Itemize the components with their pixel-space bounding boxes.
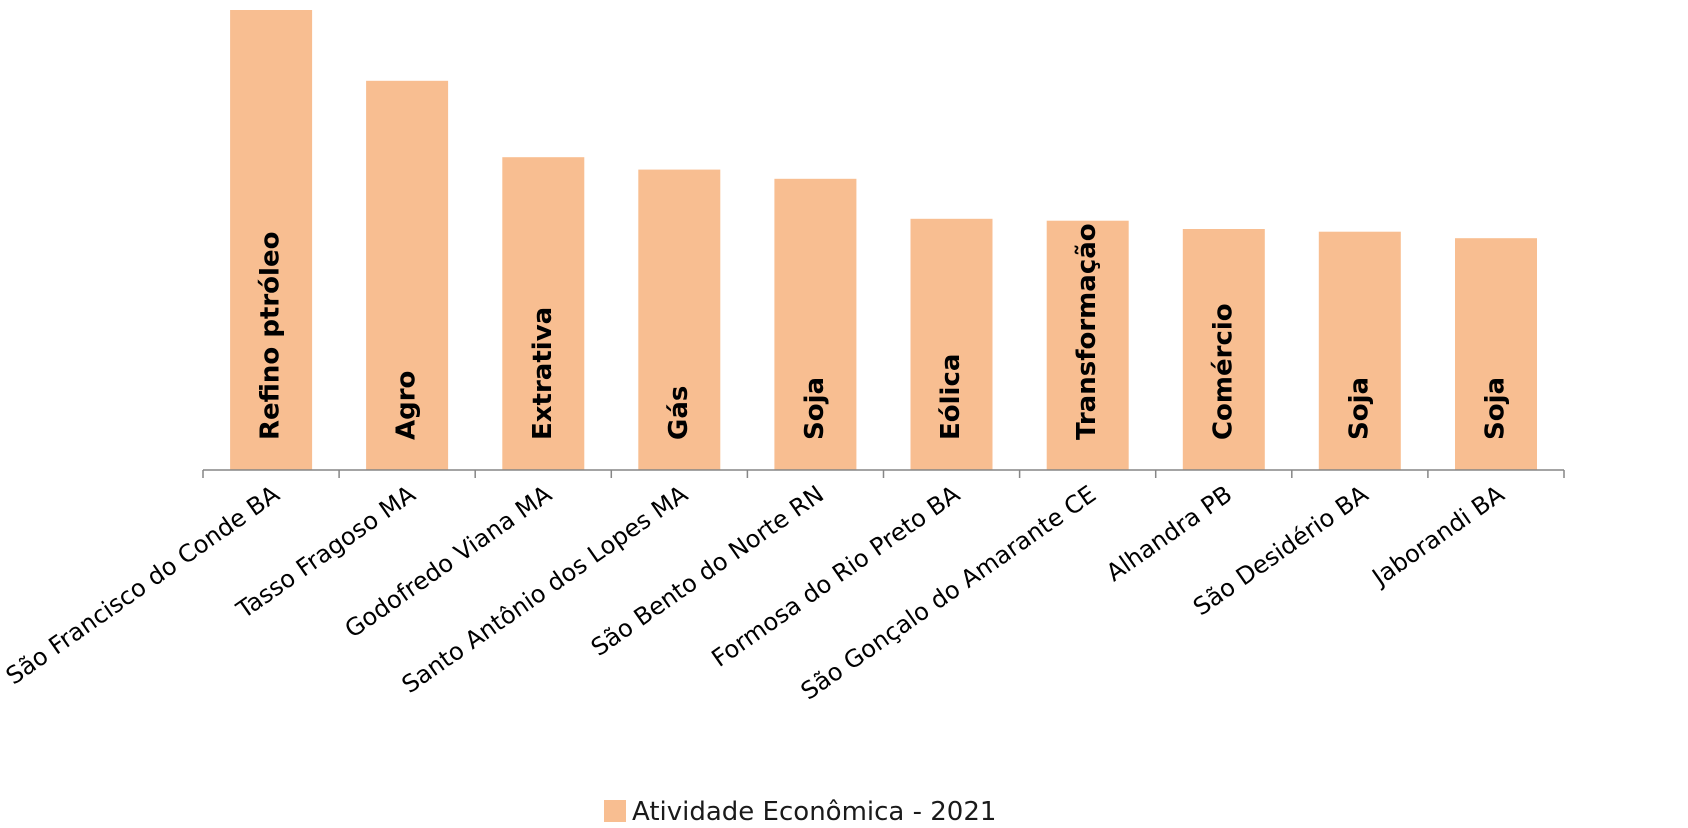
category-label-sao-bento-do-norte-rn: São Bento do Norte RN	[586, 480, 829, 662]
bar-sao-desiderio-ba	[1318, 231, 1401, 470]
bar-label-santo-antonio-dos-lopes-ma: Gás	[664, 386, 694, 440]
bar-alhandra-pb	[1182, 229, 1265, 470]
bar-tasso-fragoso-ma	[366, 80, 449, 471]
bar-label-tasso-fragoso-ma: Agro	[392, 371, 422, 440]
bar-sao-bento-do-norte-rn	[774, 178, 857, 471]
category-label-santo-antonio-dos-lopes-ma: Santo Antônio dos Lopes MA	[397, 480, 693, 699]
x-axis	[202, 469, 1565, 478]
category-label-alhandra-pb: Alhandra PB	[1101, 480, 1237, 587]
bar-label-sao-goncalo-do-amarante-ce: Transformação	[1072, 223, 1102, 440]
bar-sao-francisco-do-conde-ba	[230, 10, 313, 470]
legend: Atividade Econômica - 2021	[604, 797, 996, 827]
bar-santo-antonio-dos-lopes-ma	[638, 169, 721, 470]
bar-label-godofredo-viana-ma: Extrativa	[528, 307, 558, 440]
category-label-jaborandi-ba: Jaborandi BA	[1366, 480, 1510, 593]
bar-godofredo-viana-ma	[502, 157, 585, 470]
bar-formosa-do-rio-preto-ba	[910, 218, 993, 470]
bar-label-sao-desiderio-ba: Soja	[1344, 377, 1374, 440]
bar-labels-layer: Refino ptróleo Agro Extrativa Gás Soja Eólica…	[256, 223, 1511, 440]
category-label-formosa-do-rio-preto-ba: Formosa do Rio Preto BA	[706, 480, 965, 673]
bar-label-jaborandi-ba: Soja	[1481, 377, 1511, 440]
category-label-sao-francisco-do-conde-ba: São Francisco do Conde BA	[1, 480, 285, 691]
bar-jaborandi-ba	[1455, 238, 1537, 470]
bar-label-sao-bento-do-norte-rn: Soja	[800, 377, 830, 440]
bar-label-formosa-do-rio-preto-ba: Eólica	[936, 354, 966, 440]
legend-label: Atividade Econômica - 2021	[632, 797, 996, 824]
legend-swatch	[604, 800, 626, 822]
bar-label-alhandra-pb: Comércio	[1208, 303, 1238, 440]
bar-sao-goncalo-do-amarante-ce	[1046, 220, 1129, 470]
bars-layer	[230, 10, 1537, 471]
bar-label-sao-francisco-do-conde-ba: Refino ptróleo	[256, 232, 286, 440]
